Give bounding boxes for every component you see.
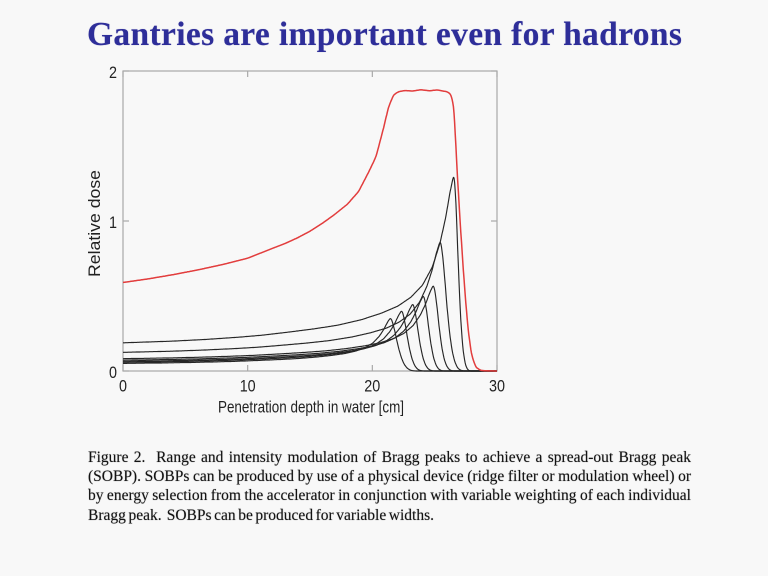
svg-text:Relative dose: Relative dose xyxy=(85,170,104,277)
svg-text:0: 0 xyxy=(109,363,117,382)
svg-text:2: 2 xyxy=(109,63,117,82)
svg-text:Penetration depth in water [cm: Penetration depth in water [cm] xyxy=(218,398,404,417)
svg-text:20: 20 xyxy=(364,377,380,396)
svg-text:30: 30 xyxy=(489,377,505,396)
svg-text:10: 10 xyxy=(240,377,256,396)
svg-text:1: 1 xyxy=(109,213,117,232)
svg-text:0: 0 xyxy=(119,377,127,396)
